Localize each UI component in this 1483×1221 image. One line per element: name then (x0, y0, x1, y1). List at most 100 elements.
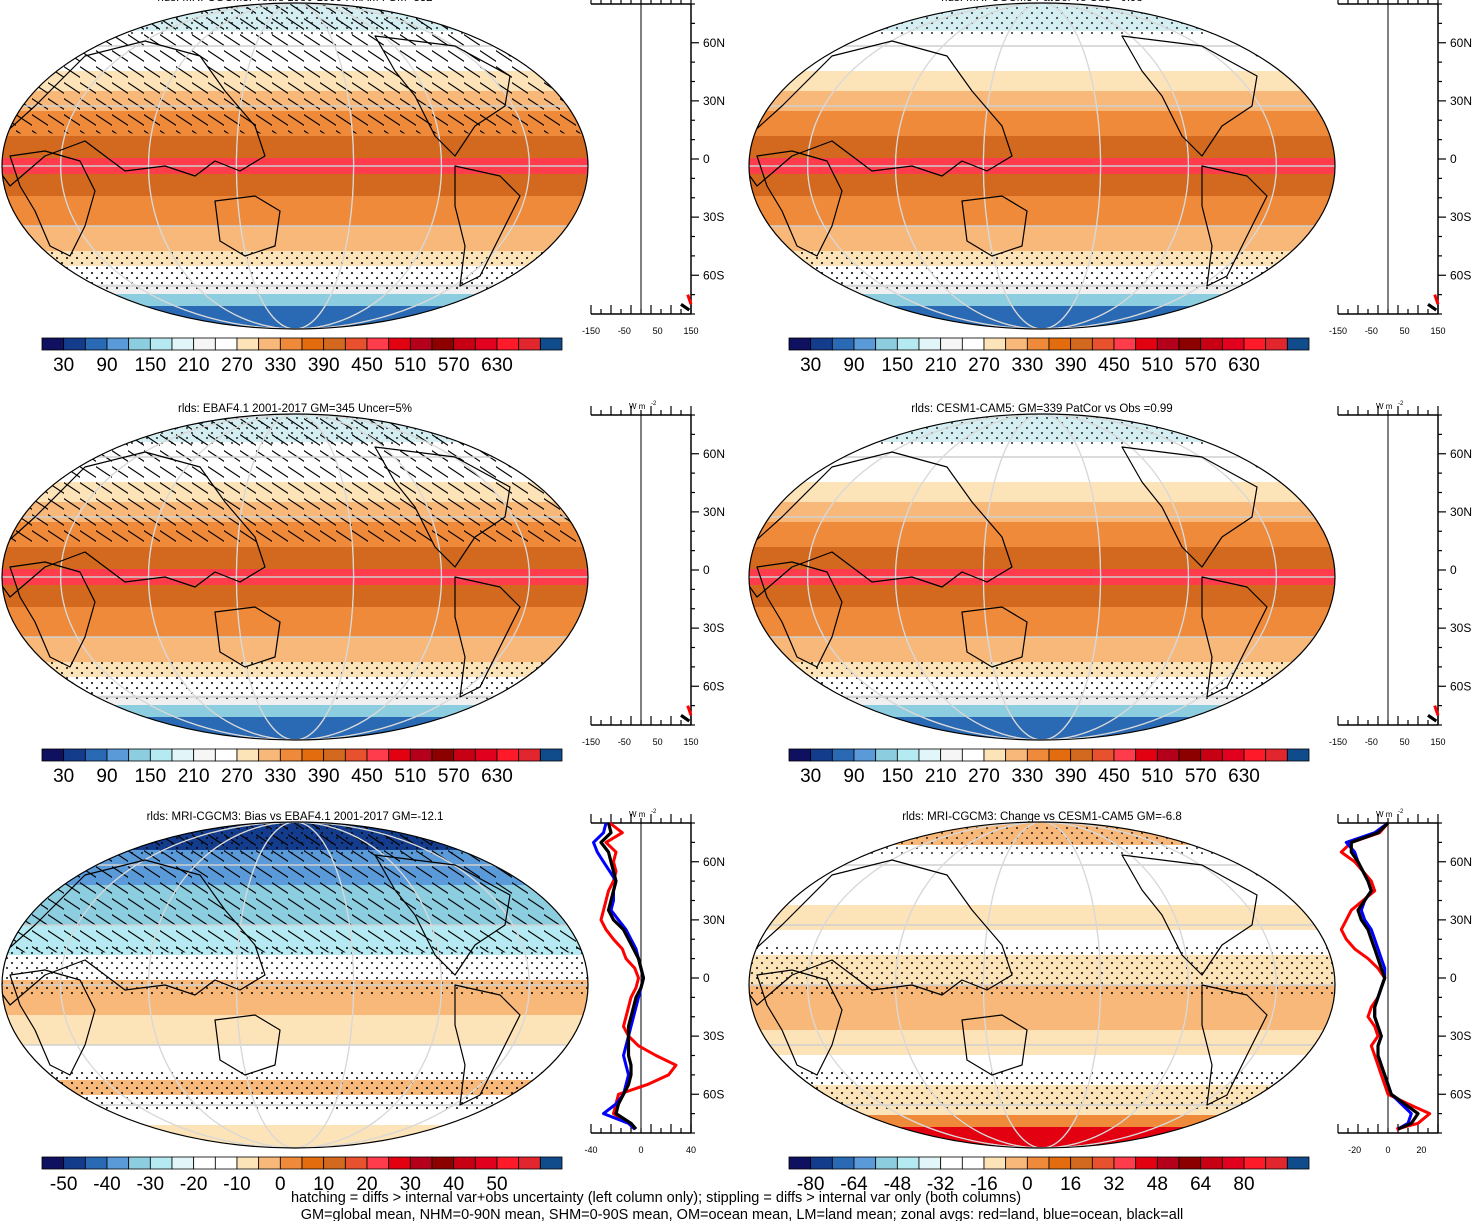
zonal-curve-all (680, 713, 691, 723)
zonal-lat-label: 60N (1450, 447, 1472, 461)
zonal-lat-label: 60N (703, 855, 725, 869)
zonal-unit-label: W m (1376, 402, 1393, 411)
zonal-x-tick-label: 0 (1385, 1145, 1390, 1155)
colorbar-swatch (323, 1156, 346, 1170)
colorbar-swatch (279, 337, 303, 351)
colorbar-swatch (193, 337, 216, 351)
colorbar-swatch (1026, 337, 1050, 351)
colorbar-tick-label: 30 (53, 766, 74, 787)
colorbar-swatch (810, 748, 833, 762)
colorbar-swatch (1091, 748, 1115, 762)
colorbar-swatch (431, 337, 455, 351)
colorbar-swatch (539, 337, 563, 351)
colorbar-swatch (388, 337, 411, 351)
zonal-lat-label: 60S (703, 268, 724, 282)
colorbar-swatch (1243, 748, 1267, 762)
colorbar-swatch (453, 748, 476, 762)
colorbar-swatch (518, 337, 541, 351)
colorbar-swatch (918, 1156, 942, 1170)
panel-4: rlds: CESM1-CAM5: GM=339 PatCor vs Obs =… (748, 401, 1472, 787)
colorbar-swatch (518, 748, 541, 762)
colorbar-swatch (301, 1156, 325, 1170)
colorbar-swatch (853, 748, 877, 762)
colorbar-swatch (323, 337, 346, 351)
zonal-x-tick-label: -50 (618, 737, 631, 747)
zonal-lat-label: 60S (1450, 679, 1471, 693)
colorbar-swatch (258, 1156, 281, 1170)
map-field (2, 414, 588, 740)
zonal-curve-ocean (592, 822, 645, 1131)
colorbar-tick-label: 30 (400, 1174, 421, 1195)
zonal-curve-all (1427, 713, 1438, 723)
colorbar-tick-label: 270 (968, 766, 1000, 787)
colorbar-tick-label: 270 (221, 355, 253, 376)
colorbar-tick-label: 330 (1011, 355, 1043, 376)
colorbar-swatch (983, 748, 1007, 762)
colorbar-swatch (1265, 1156, 1288, 1170)
panel-title: rlds: MRI-CGCM3 PatCor vs Obs =0.98 (941, 0, 1143, 4)
colorbar-swatch (1221, 1156, 1245, 1170)
zonal-x-tick-label: 40 (686, 1145, 696, 1155)
panel-title: rlds: MRI-CGCM3: Bias vs EBAF4.1 2001-20… (147, 811, 444, 823)
zonal-x-tick-label: -20 (1348, 1145, 1361, 1155)
colorbar-tick-label: 150 (134, 355, 166, 376)
map-field (2, 822, 588, 1148)
footnote-line-2: GM=global mean, NHM=0-90N mean, SHM=0-90… (301, 1207, 1184, 1221)
colorbar-swatch (496, 1156, 520, 1170)
zonal-x-tick-label: -150 (582, 326, 600, 336)
colorbar-tick-label: -20 (180, 1174, 207, 1195)
colorbar-swatch (788, 1156, 812, 1170)
colorbar-swatch (875, 1156, 898, 1170)
colorbar-swatch (1091, 1156, 1115, 1170)
colorbar-swatch (106, 748, 130, 762)
colorbar-swatch (1286, 1156, 1310, 1170)
colorbar-swatch (474, 1156, 498, 1170)
colorbar-swatch (539, 1156, 563, 1170)
colorbar-tick-label: 630 (1228, 766, 1260, 787)
colorbar-tick-label: 450 (1098, 766, 1130, 787)
colorbar-tick-label: -32 (927, 1174, 954, 1195)
colorbar-swatch (388, 1156, 411, 1170)
zonal-unit-label: W m (1376, 810, 1393, 819)
colorbar-tick-label: 0 (275, 1174, 286, 1195)
colorbar-swatch (983, 337, 1007, 351)
colorbar-swatch (518, 1156, 541, 1170)
colorbar-swatch (366, 748, 390, 762)
zonal-lat-label: 60N (703, 36, 725, 50)
colorbar-tick-label: 390 (308, 355, 340, 376)
zonal-x-tick-label: 150 (1430, 737, 1445, 747)
map-outline (748, 821, 1336, 1149)
colorbar-swatch (831, 1156, 855, 1170)
map-outline (1, 413, 589, 741)
colorbar-tick-label: 30 (800, 766, 821, 787)
zonal-lat-label: 30N (1450, 94, 1472, 108)
zonal-x-tick-label: -40 (584, 1145, 597, 1155)
colorbar-tick-label: 210 (925, 355, 957, 376)
colorbar-tick-label: -16 (970, 1174, 997, 1195)
zonal-lat-label: 60S (1450, 268, 1471, 282)
colorbar-swatch (961, 337, 985, 351)
zonal-unit-exponent: -2 (1398, 401, 1404, 407)
colorbar-tick-label: 10 (313, 1174, 334, 1195)
colorbar-swatch (1156, 1156, 1180, 1170)
colorbar-swatch (896, 1156, 920, 1170)
colorbar-swatch (983, 1156, 1007, 1170)
zonal-curve-land (1433, 294, 1440, 305)
colorbar-swatch (128, 1156, 151, 1170)
colorbar-tick-label: 570 (438, 355, 470, 376)
colorbar-swatch (1221, 337, 1245, 351)
footnote-line-1: hatching = diffs > internal var+obs unce… (291, 1190, 1021, 1206)
zonal-lat-label: 30S (1450, 621, 1471, 635)
colorbar-swatch (853, 337, 877, 351)
colorbar-tick-label: -30 (137, 1174, 164, 1195)
colorbar-swatch (1026, 1156, 1050, 1170)
zonal-x-tick-label: 50 (653, 737, 663, 747)
zonal-x-tick-label: 50 (1400, 737, 1410, 747)
zonal-x-tick-label: 150 (683, 326, 698, 336)
colorbar-swatch (1048, 1156, 1072, 1170)
colorbar-tick-label: 450 (1098, 355, 1130, 376)
